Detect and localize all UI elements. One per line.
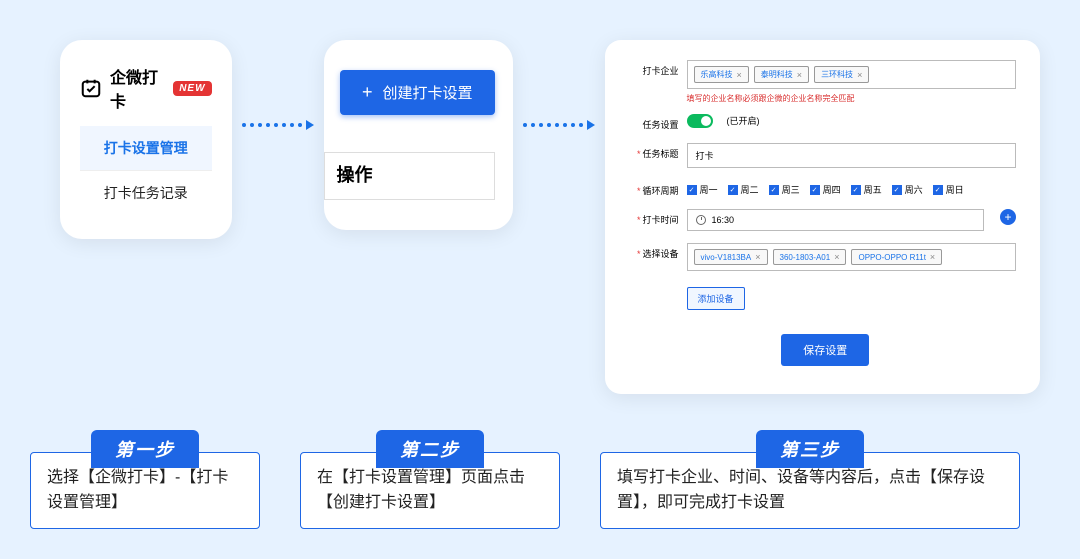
tag-device-1[interactable]: vivo-V1813BA× xyxy=(694,249,768,265)
device-tags[interactable]: vivo-V1813BA× 360-1803-A01× OPPO-OPPO R1… xyxy=(687,243,1016,271)
check-wed[interactable]: ✓周三 xyxy=(769,183,800,196)
step3-block: 第三步 填写打卡企业、时间、设备等内容后，点击【保存设置】，即可完成打卡设置 xyxy=(600,452,1020,529)
footer-text: 操作 xyxy=(337,165,373,185)
create-settings-button[interactable]: + 创建打卡设置 xyxy=(340,70,495,115)
check-thu[interactable]: ✓周四 xyxy=(810,183,841,196)
tag-device-2[interactable]: 360-1803-A01× xyxy=(773,249,847,265)
tag-company-1[interactable]: 乐高科技× xyxy=(694,66,749,83)
tag-company-2[interactable]: 泰明科技× xyxy=(754,66,809,83)
label-cycle: 循环周期 xyxy=(635,180,679,197)
close-icon[interactable]: × xyxy=(857,70,862,80)
add-device-button[interactable]: 添加设备 xyxy=(687,287,745,310)
company-tags[interactable]: 乐高科技× 泰明科技× 三环科技× xyxy=(687,60,1016,89)
card2-footer: 操作 xyxy=(324,152,495,200)
menu-settings-mgmt[interactable]: 打卡设置管理 xyxy=(80,126,212,171)
close-icon[interactable]: × xyxy=(834,252,839,262)
close-icon[interactable]: × xyxy=(930,252,935,262)
toggle-label: (已开启) xyxy=(727,114,760,127)
step2-tab: 第二步 xyxy=(376,430,484,468)
step2-block: 第二步 在【打卡设置管理】页面点击【创建打卡设置】 xyxy=(300,452,560,529)
plus-icon: + xyxy=(362,82,373,103)
card1-title: 企微打卡 xyxy=(110,64,165,112)
create-btn-label: 创建打卡设置 xyxy=(383,82,473,103)
company-hint: 填写的企业名称必须跟企微的企业名称完全匹配 xyxy=(687,93,1016,104)
label-device: 选择设备 xyxy=(635,243,679,260)
close-icon[interactable]: × xyxy=(755,252,760,262)
label-task-title: 任务标题 xyxy=(635,143,679,160)
step1-tab: 第一步 xyxy=(91,430,199,468)
label-time: 打卡时间 xyxy=(635,209,679,226)
step3-card: 打卡企业 乐高科技× 泰明科技× 三环科技× 填写的企业名称必须跟企微的企业名称… xyxy=(605,40,1040,394)
clock-icon xyxy=(696,215,706,225)
task-title-input[interactable]: 打卡 xyxy=(687,143,1016,168)
card1-header: 企微打卡 NEW xyxy=(80,64,212,112)
check-mon[interactable]: ✓周一 xyxy=(687,183,718,196)
check-tue[interactable]: ✓周二 xyxy=(728,183,759,196)
step3-tab: 第三步 xyxy=(756,430,864,468)
step1-block: 第一步 选择【企微打卡】-【打卡设置管理】 xyxy=(30,452,260,529)
close-icon[interactable]: × xyxy=(737,70,742,80)
time-value: 16:30 xyxy=(712,215,735,225)
check-sun[interactable]: ✓周日 xyxy=(933,183,964,196)
label-company: 打卡企业 xyxy=(635,60,679,77)
save-button[interactable]: 保存设置 xyxy=(781,334,869,366)
close-icon[interactable]: × xyxy=(797,70,802,80)
label-task-setting: 任务设置 xyxy=(635,114,679,131)
menu-task-records[interactable]: 打卡任务记录 xyxy=(80,171,212,215)
new-badge: NEW xyxy=(173,81,211,96)
add-time-button[interactable]: + xyxy=(1000,209,1016,225)
tag-company-3[interactable]: 三环科技× xyxy=(814,66,869,83)
step1-card: 企微打卡 NEW 打卡设置管理 打卡任务记录 xyxy=(60,40,232,239)
arrow1 xyxy=(242,120,314,130)
check-fri[interactable]: ✓周五 xyxy=(851,183,882,196)
calendar-check-icon xyxy=(80,77,102,99)
step2-card: + 创建打卡设置 操作 xyxy=(324,40,513,230)
arrow2 xyxy=(523,120,595,130)
time-input[interactable]: 16:30 xyxy=(687,209,984,231)
check-sat[interactable]: ✓周六 xyxy=(892,183,923,196)
task-toggle[interactable] xyxy=(687,114,713,128)
tag-device-3[interactable]: OPPO-OPPO R11t× xyxy=(851,249,942,265)
